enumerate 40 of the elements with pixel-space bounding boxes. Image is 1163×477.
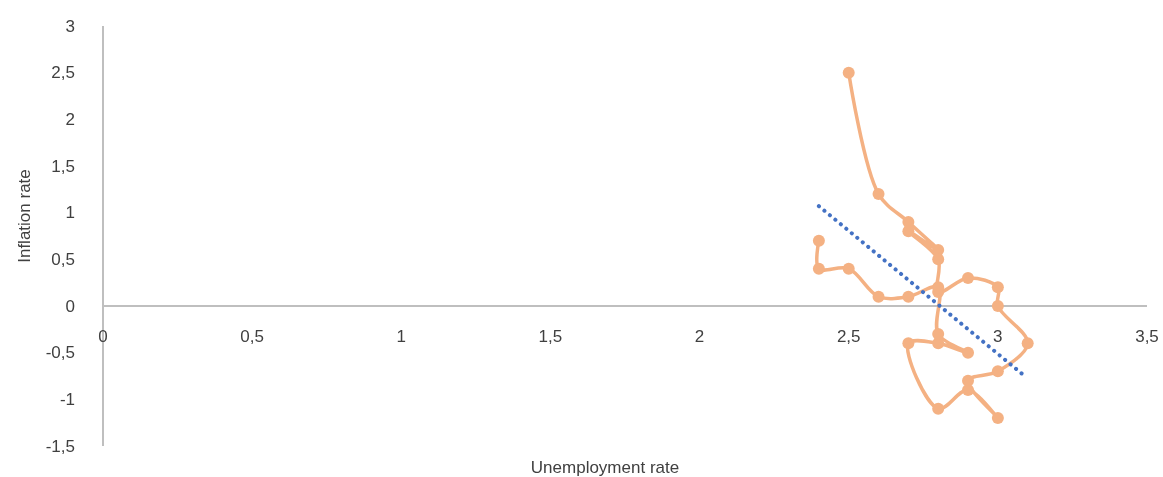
point <box>902 337 915 350</box>
point <box>872 188 885 200</box>
x-tick-label: 2 <box>694 327 705 346</box>
point <box>872 290 885 303</box>
point <box>932 253 945 266</box>
point <box>962 384 975 396</box>
x-tick-label: 3,5 <box>1135 327 1159 346</box>
y-tick-label: 0,5 <box>51 249 75 269</box>
point <box>991 365 1004 378</box>
x-axis-title: Unemployment rate <box>530 458 680 477</box>
y-tick-label: -1 <box>59 389 75 409</box>
point <box>902 290 915 303</box>
y-tick-label: 3 <box>65 16 75 36</box>
x-tick-label: 1 <box>396 327 407 346</box>
point <box>812 234 825 247</box>
x-tick-label: 3 <box>993 327 1003 346</box>
x-tick-label: 2,5 <box>836 327 861 346</box>
y-tick-label: 1 <box>65 203 75 223</box>
point <box>932 402 945 415</box>
x-tick-label: 0,5 <box>240 327 264 346</box>
point <box>812 262 825 275</box>
point <box>991 412 1004 424</box>
y-tick-label: 0 <box>65 296 75 316</box>
y-tick-label: -0,5 <box>45 343 75 363</box>
point <box>991 281 1004 294</box>
y-tick-label: 2,5 <box>51 63 75 83</box>
y-tick-label: 2 <box>65 109 75 129</box>
y-axis-title: Inflation rate <box>15 169 34 263</box>
point <box>991 300 1004 312</box>
point <box>962 272 975 284</box>
point <box>962 346 975 359</box>
x-tick-label: 0 <box>98 327 108 346</box>
point <box>932 328 945 340</box>
point <box>902 225 915 238</box>
point <box>842 262 855 275</box>
x-tick-label: 1,5 <box>538 327 563 346</box>
y-tick-label: -1,5 <box>45 436 75 456</box>
y-tick-label: 1,5 <box>51 156 75 176</box>
point <box>1021 337 1034 350</box>
point <box>842 66 855 79</box>
